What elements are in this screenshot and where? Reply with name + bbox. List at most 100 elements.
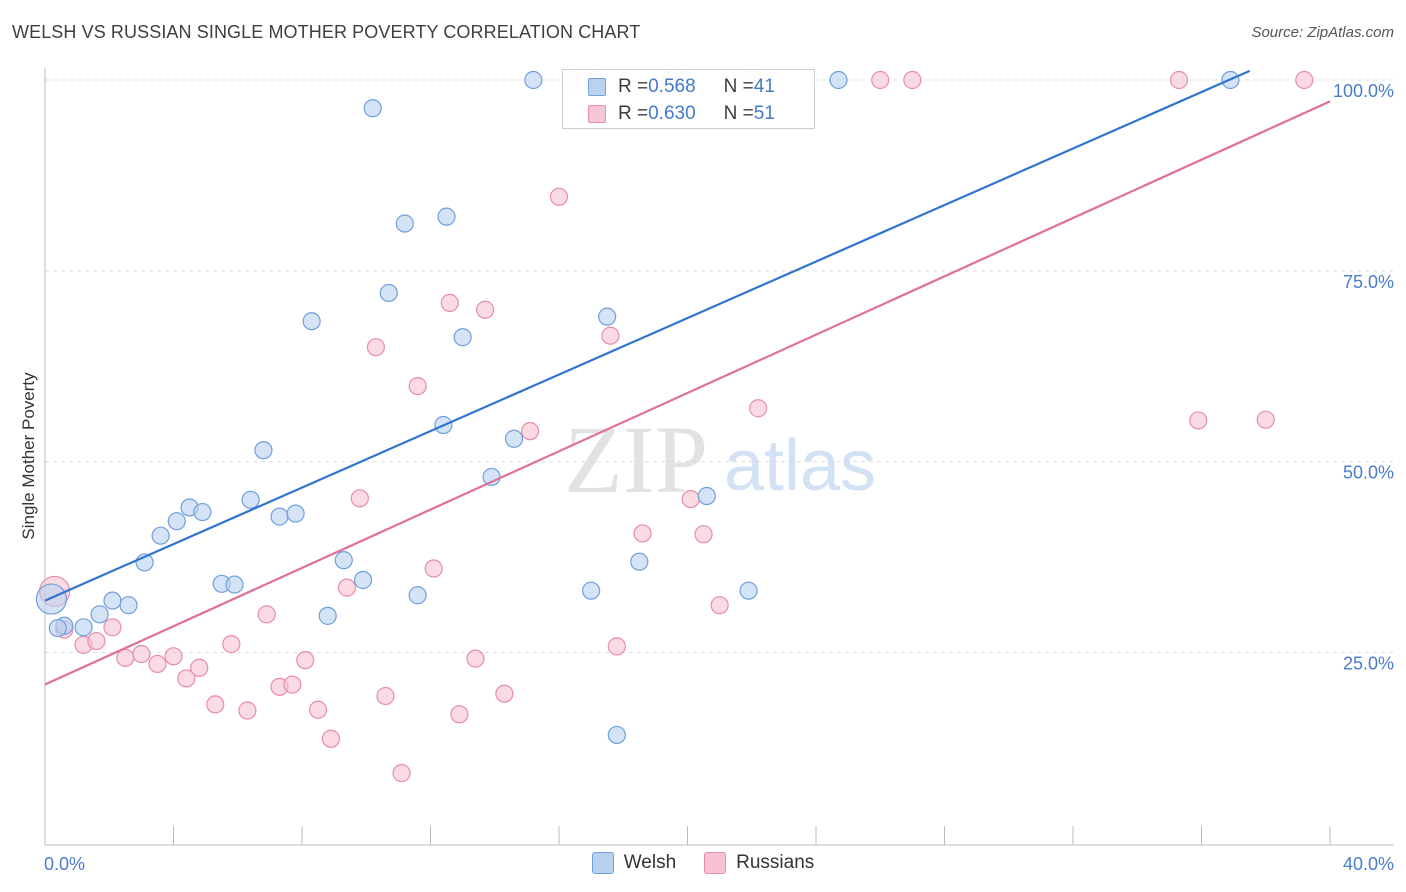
russians-swatch [588, 105, 606, 123]
gridlines [45, 79, 1394, 653]
welsh-n-label: N = [723, 76, 754, 97]
russians-point-21 [350, 489, 369, 508]
welsh-point-35 [697, 486, 716, 506]
russians-point-26 [424, 559, 443, 578]
russians-point-45 [871, 70, 890, 90]
russians-point-11 [206, 695, 225, 714]
russians-point-3 [87, 631, 106, 651]
welsh-point-7 [167, 512, 186, 531]
welsh-point-23 [408, 586, 427, 605]
y-tick-label-50: 50.0% [1343, 463, 1394, 483]
axes [44, 68, 1394, 846]
russians-point-17 [296, 651, 315, 670]
welsh-point-30 [582, 581, 601, 600]
welsh-point-21 [379, 283, 398, 303]
chart-title: WELSH VS RUSSIAN SINGLE MOTHER POVERTY C… [12, 22, 641, 42]
welsh-point-37 [829, 70, 848, 90]
russians-point-29 [466, 649, 485, 668]
legend-swatch-welsh [591, 852, 614, 874]
legend-item-russians[interactable]: Russians [704, 852, 814, 874]
x-tick-label-max: 40.0% [1343, 854, 1394, 874]
russians-point-31 [495, 684, 514, 703]
welsh-point-26 [453, 328, 472, 347]
welsh-point-4 [119, 596, 138, 615]
russians-trendline [44, 100, 1331, 686]
y-tick-labels: 25.0% 50.0% 75.0% 100.0% [1333, 81, 1394, 674]
russians-point-50 [1295, 70, 1314, 90]
welsh-point-16 [302, 312, 321, 331]
welsh-point-32 [607, 725, 626, 745]
russians-point-8 [164, 647, 183, 666]
russians-point-6 [132, 644, 151, 664]
y-tick-label-100: 100.0% [1333, 81, 1394, 101]
stats-legend-row-welsh: R = 0.568 N = 41 [588, 74, 775, 100]
russians-point-19 [321, 729, 341, 748]
russians-point-33 [549, 187, 569, 206]
welsh-point-17 [318, 606, 337, 625]
russians-point-32 [520, 422, 540, 441]
welsh-trendline [44, 69, 1251, 602]
welsh-point-25 [437, 207, 456, 226]
russians-point-18 [308, 700, 328, 719]
russians-point-4 [103, 618, 122, 637]
welsh-point-9 [193, 502, 212, 522]
russians-point-22 [366, 338, 385, 357]
russians-point-48 [1189, 411, 1208, 430]
russians-point-9 [177, 669, 196, 688]
welsh-point-11 [225, 575, 244, 594]
welsh-point-2 [90, 605, 109, 624]
welsh-point-13 [254, 441, 273, 460]
russians-point-12 [222, 635, 241, 654]
russians-point-38 [633, 524, 652, 543]
russians-point-16 [283, 675, 302, 694]
russians-point-20 [337, 578, 357, 597]
russians-point-24 [392, 764, 411, 783]
russians-point-46 [903, 70, 922, 90]
welsh-point-31 [598, 307, 617, 326]
legend-label-russians: Russians [736, 852, 815, 873]
y-tick-label-75: 75.0% [1343, 272, 1394, 292]
welsh-point-22 [395, 214, 414, 233]
legend-swatch-russians [704, 852, 727, 874]
welsh-point-20 [363, 99, 382, 118]
russians-r-label: R = [618, 103, 649, 124]
series-legend: Welsh Russians [0, 852, 1406, 874]
russians-point-47 [1169, 70, 1189, 90]
welsh-point-36 [739, 581, 758, 600]
russians-point-27 [440, 293, 459, 312]
watermark-atlas: atlas [724, 426, 876, 506]
welsh-r-label: R = [618, 76, 649, 97]
russians-point-25 [408, 376, 427, 396]
watermark: ZIP atlas [564, 406, 876, 513]
series-russians [39, 70, 1314, 783]
russians-point-23 [376, 686, 395, 706]
welsh-point-39 [48, 618, 67, 638]
russians-point-28 [450, 705, 469, 724]
source-credit: Source: ZipAtlas.com [1251, 24, 1394, 41]
russians-point-10 [190, 658, 209, 677]
stats-legend: R = 0.568 N = 41 R = 0.630 N = 51 [562, 69, 815, 129]
russians-point-14 [257, 605, 276, 624]
stats-legend-row-russians: R = 0.630 N = 51 [588, 101, 775, 127]
welsh-point-15 [286, 504, 305, 523]
y-tick-label-25: 25.0% [1343, 654, 1394, 674]
russians-point-7 [148, 654, 167, 674]
welsh-point-29 [524, 70, 543, 90]
legend-item-welsh[interactable]: Welsh [591, 852, 677, 874]
russians-point-42 [710, 596, 729, 615]
russians-r-value: 0.630 [648, 103, 696, 124]
russians-point-44 [749, 399, 768, 418]
russians-point-36 [601, 326, 620, 345]
russians-point-41 [694, 525, 713, 544]
welsh-point-18 [334, 551, 353, 570]
welsh-r-value: 0.568 [648, 76, 696, 97]
russians-point-49 [1256, 410, 1275, 429]
welsh-point-19 [353, 570, 373, 590]
russians-n-value: 51 [753, 103, 775, 124]
trendlines [44, 69, 1331, 686]
russians-n-label: N = [723, 103, 754, 124]
welsh-point-6 [151, 526, 170, 545]
welsh-n-value: 41 [753, 76, 775, 97]
legend-label-welsh: Welsh [623, 852, 677, 873]
